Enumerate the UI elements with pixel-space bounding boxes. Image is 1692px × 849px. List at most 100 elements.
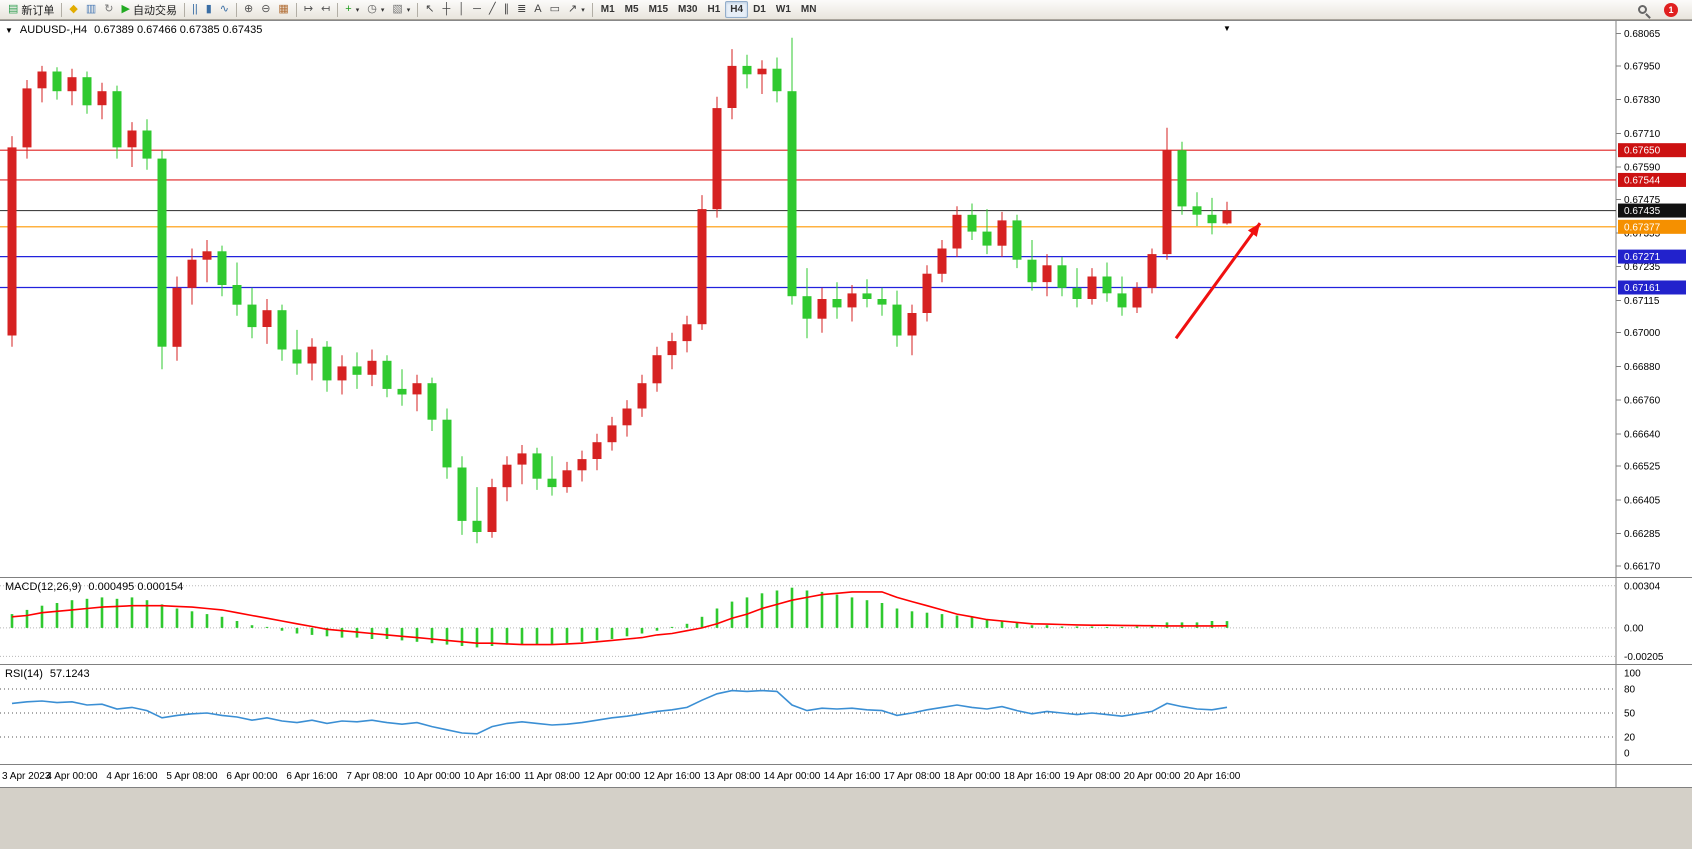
- chart-title: ▼ AUDUSD-,H4 0.67389 0.67466 0.67385 0.6…: [5, 24, 262, 36]
- bar-chart-button[interactable]: ||: [188, 1, 202, 18]
- candle: [337, 355, 347, 395]
- timeframe-h1-button[interactable]: H1: [702, 1, 725, 18]
- candle: [502, 456, 512, 502]
- price-badge-label: 0.67650: [1624, 146, 1661, 157]
- autotrading-button[interactable]: ▶ 自动交易: [118, 1, 181, 18]
- price-chart-panel: ▼ AUDUSD-,H4 0.67389 0.67466 0.67385 0.6…: [0, 21, 1692, 578]
- timeframe-m30-button-label: M30: [678, 4, 698, 15]
- time-tick-label: 5 Apr 08:00: [166, 771, 218, 782]
- candle: [262, 299, 272, 344]
- label-icon: ▭: [549, 3, 561, 15]
- candle: [817, 287, 827, 333]
- time-tick-label: 18 Apr 00:00: [944, 771, 1001, 782]
- horizontal-line-button[interactable]: ─: [469, 1, 485, 18]
- timeframe-h4-button[interactable]: H4: [725, 1, 749, 18]
- dropdown-caret-icon: ▾: [380, 6, 385, 14]
- candle: [937, 240, 947, 283]
- timeframe-w1-button[interactable]: W1: [771, 1, 796, 18]
- time-tick-label: 12 Apr 16:00: [644, 771, 701, 782]
- timeframe-m15-button-label: M15: [648, 4, 669, 15]
- search-button[interactable]: [1634, 1, 1651, 18]
- rsi-chart[interactable]: 100 80 50 20 0: [0, 665, 1692, 764]
- trend-arrow[interactable]: [1174, 222, 1262, 340]
- chart-shift-button[interactable]: ↤: [317, 1, 334, 18]
- timeframe-h4-button-label: H4: [730, 4, 744, 15]
- price-badge: 0.67161: [1618, 280, 1686, 295]
- time-tick-label: 12 Apr 00:00: [584, 771, 641, 782]
- zoom-out-icon: ⊖: [261, 3, 271, 15]
- time-tick-label: 20 Apr 00:00: [1124, 771, 1181, 782]
- candle: [547, 456, 557, 496]
- cursor-button[interactable]: ↖: [421, 1, 438, 18]
- chart-menu-icon[interactable]: ▼: [5, 25, 13, 35]
- candle: [847, 285, 857, 322]
- channel-icon: ∥: [503, 3, 510, 15]
- candle: [1132, 282, 1142, 313]
- fibonacci-button[interactable]: ≣: [513, 1, 530, 18]
- line-chart-button[interactable]: ∿: [216, 1, 233, 18]
- data-window-button[interactable]: ▥: [82, 1, 100, 18]
- candle: [157, 150, 167, 370]
- text-button[interactable]: A: [530, 1, 545, 18]
- price-tick-label: 0.67830: [1624, 95, 1661, 106]
- timeframe-m30-button[interactable]: M30: [673, 1, 702, 18]
- channel-button[interactable]: ∥: [500, 1, 514, 18]
- candle: [382, 355, 392, 398]
- chart-shift-marker-icon[interactable]: ▼: [1223, 24, 1231, 33]
- vertical-line-icon: │: [458, 3, 466, 15]
- label-button[interactable]: ▭: [546, 1, 564, 18]
- rsi-tick-label: 0: [1624, 749, 1630, 760]
- timeframe-m15-button[interactable]: M15: [644, 1, 673, 18]
- tile-windows-button[interactable]: ▦: [274, 1, 292, 18]
- arrows-button[interactable]: ↗ ▾: [564, 1, 589, 18]
- toolbar-separator: [235, 2, 237, 17]
- candle: [292, 329, 302, 375]
- zoom-in-button[interactable]: ⊕: [240, 1, 257, 18]
- macd-current-values: 0.000495 0.000154: [88, 581, 184, 593]
- candle: [187, 248, 197, 305]
- periods-button[interactable]: ◷ ▾: [363, 1, 388, 18]
- cursor-icon: ↖: [425, 3, 435, 15]
- candle: [607, 416, 617, 451]
- status-area: [0, 788, 1692, 849]
- candle: [112, 85, 122, 159]
- notification-button[interactable]: 1: [1660, 1, 1682, 18]
- rsi-tick-label: 80: [1624, 685, 1636, 696]
- zoom-out-button[interactable]: ⊖: [257, 1, 274, 18]
- crosshair-button[interactable]: ┼: [438, 1, 454, 18]
- timeframe-m5-button[interactable]: M5: [620, 1, 644, 18]
- candle: [592, 433, 602, 471]
- candle: [127, 122, 137, 167]
- auto-scroll-button[interactable]: ↦: [300, 1, 317, 18]
- candle: [97, 82, 107, 120]
- timeframe-d1-button[interactable]: D1: [748, 1, 771, 18]
- refresh-button[interactable]: ↻: [100, 1, 117, 18]
- price-badge: 0.67271: [1618, 249, 1686, 264]
- candle: [172, 276, 182, 361]
- candle: [862, 279, 872, 308]
- candle: [487, 478, 497, 538]
- candle: [682, 315, 692, 353]
- candlestick-chart-button[interactable]: ▮: [202, 1, 216, 18]
- indicators-button[interactable]: + ▾: [341, 1, 363, 18]
- candle: [142, 119, 152, 170]
- timeframe-m1-button[interactable]: M1: [596, 1, 620, 18]
- candlestick-chart[interactable]: 0.68065 0.67950 0.67830 0.67710 0.67590 0.674…: [0, 21, 1692, 577]
- timeframe-mn-button[interactable]: MN: [796, 1, 822, 18]
- chart-symbol-period: AUDUSD-,H4: [19, 24, 88, 36]
- candle: [952, 206, 962, 257]
- candle: [67, 68, 77, 106]
- metaeditor-button[interactable]: ◆: [65, 1, 81, 18]
- vertical-line-button[interactable]: │: [454, 1, 469, 18]
- time-tick-label: 3 Apr 2023: [2, 771, 51, 782]
- candle: [1117, 276, 1127, 316]
- macd-label: MACD(12,26,9) 0.000495 0.000154: [5, 581, 183, 593]
- templates-button[interactable]: ▧ ▾: [388, 1, 414, 18]
- candle: [322, 341, 332, 392]
- trendline-button[interactable]: ╱: [485, 1, 500, 18]
- macd-chart[interactable]: 0.00304 0.00 -0.00205: [0, 578, 1692, 664]
- candlestick-chart-icon: ▮: [205, 3, 212, 15]
- price-badge: 0.67544: [1618, 172, 1686, 187]
- new-order-button[interactable]: ▤ 新订单: [4, 1, 58, 18]
